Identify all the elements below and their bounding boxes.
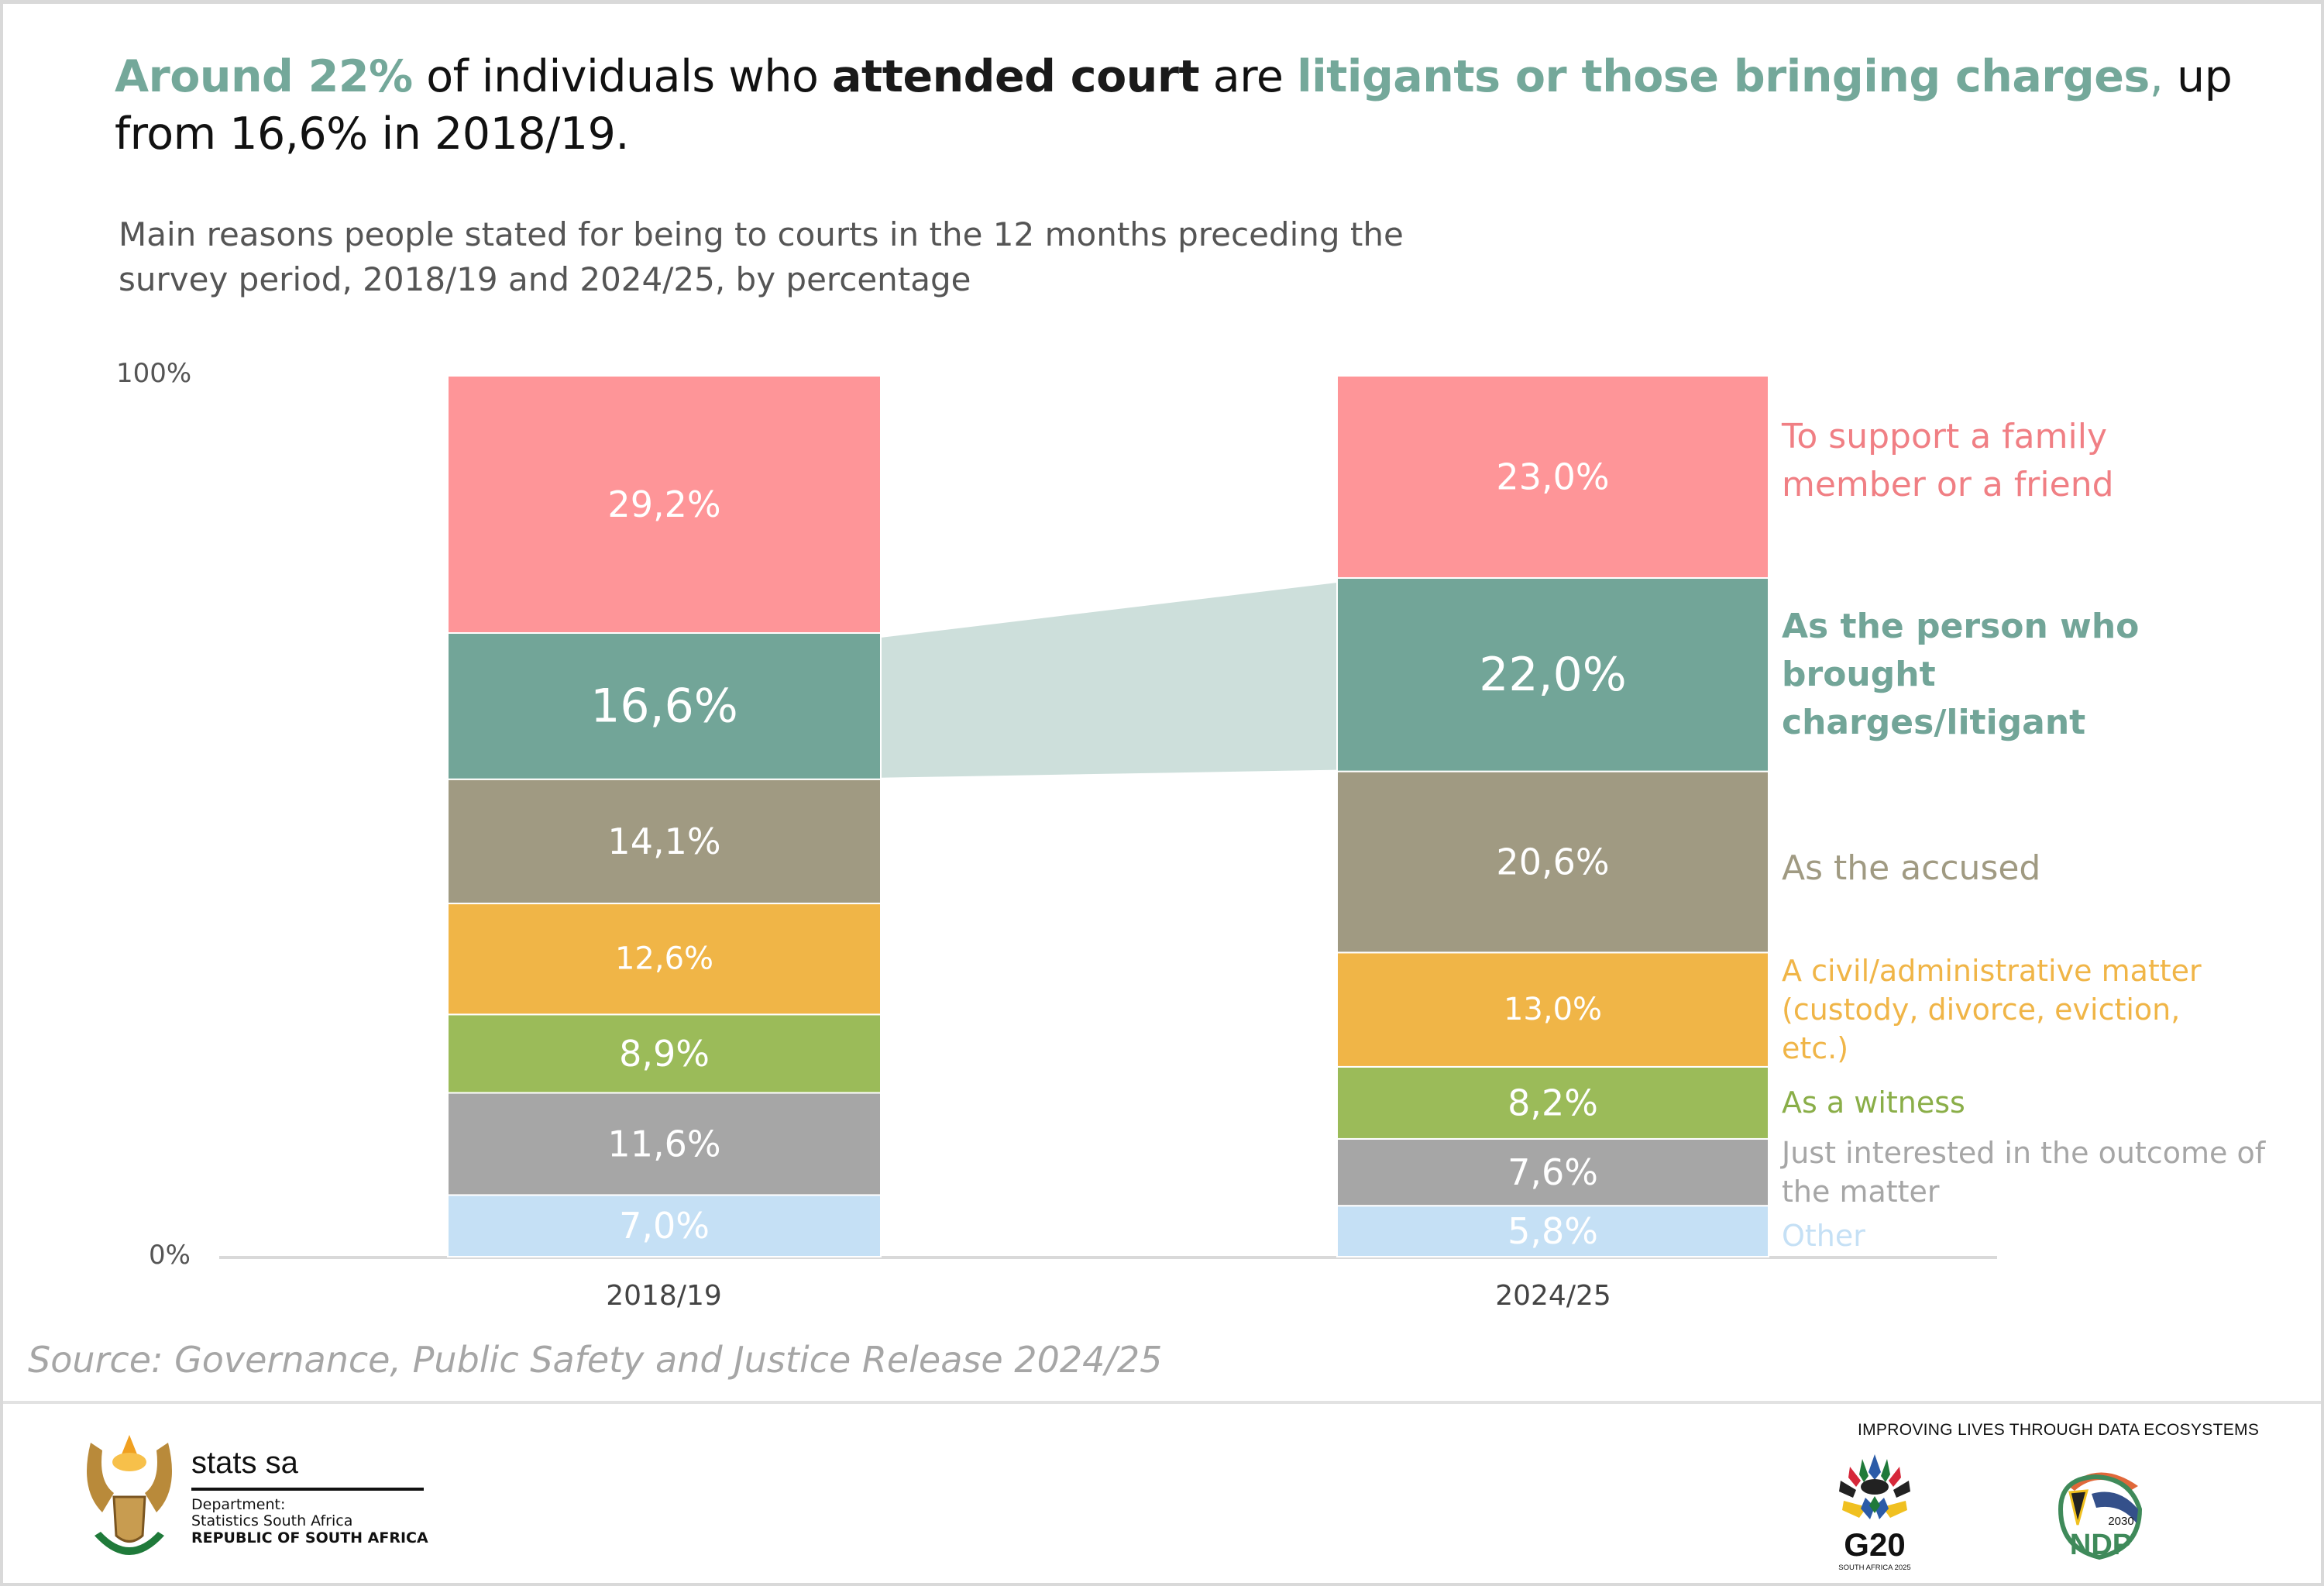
bar-segment-2024-25-as-a-witness	[1336, 1065, 1769, 1140]
dept-line-2: Statistics South Africa	[191, 1512, 353, 1529]
bar-segment-2018-19-as-the-accused	[447, 778, 882, 905]
bar-segment-2024-25-other	[1336, 1205, 1769, 1258]
g20-subtext: SOUTH AFRICA 2025	[1838, 1564, 1910, 1572]
ndp-2030-logo: 2030 NDP	[2053, 1463, 2146, 1564]
x-category-label-2018-19: 2018/19	[606, 1280, 722, 1312]
highlight-connector-band	[881, 582, 1337, 778]
legend-item-as-the-accused: As the accused	[1782, 848, 2041, 888]
data-label-2024-25-to-support-a-family-member-or-a-friend: 23,0%	[1496, 456, 1609, 497]
data-label-2018-19-as-the-person-who-brought-charges-litigant: 16,6%	[590, 679, 738, 733]
coat-of-arms-icon	[87, 1435, 172, 1555]
data-label-2024-25-other: 5,8%	[1508, 1210, 1598, 1252]
bar-segment-2024-25-as-the-person-who-brought-charges-litigant	[1336, 576, 1769, 772]
bar-segment-2024-25-just-interested-in-the-outcome-of-the-matter	[1336, 1137, 1769, 1207]
ndp-text: NDP	[2070, 1529, 2132, 1561]
y-tick-label-0: 0%	[149, 1240, 191, 1271]
footer-divider	[3, 1401, 2321, 1404]
org-name: stats sa	[191, 1446, 298, 1480]
legend-item-just-interested-in-the-outcome-of-the-matter: Just interested in the outcome of the ma…	[1782, 1136, 2266, 1209]
data-label-2024-25-as-the-accused: 20,6%	[1496, 841, 1609, 883]
data-label-2018-19-other: 7,0%	[619, 1205, 710, 1247]
bar-segment-2018-19-to-support-a-family-member-or-a-friend	[447, 375, 882, 635]
legend-item-other: Other	[1782, 1219, 1865, 1254]
g20-protea-icon: G20 SOUTH AFRICA 2025	[1838, 1454, 1911, 1572]
dept-line-1: Department:	[191, 1496, 286, 1513]
data-label-2024-25-as-the-person-who-brought-charges-litigant: 22,0%	[1479, 648, 1627, 702]
country-name: REPUBLIC OF SOUTH AFRICA	[191, 1529, 428, 1546]
stats-sa-logo: stats sa Department: Statistics South Afr…	[56, 1412, 443, 1567]
bar-segment-2024-25-a-civil-administrative-matter-custody-divorce-eviction-etc	[1336, 951, 1769, 1068]
data-label-2024-25-a-civil-administrative-matter-custody-divorce-eviction-etc: 13,0%	[1504, 992, 1602, 1027]
headline-text: are	[1199, 51, 1298, 102]
bar-segment-2018-19-as-a-witness	[447, 1013, 882, 1094]
y-tick-label-100: 100%	[116, 358, 192, 389]
data-label-2018-19-a-civil-administrative-matter-custody-divorce-eviction-etc: 12,6%	[615, 941, 713, 977]
legend-item-as-the-person-who-brought-charges-litigant: As the person who brought charges/litiga…	[1782, 606, 2140, 742]
data-label-2018-19-as-the-accused: 14,1%	[607, 821, 720, 862]
ndp-year: 2030	[2108, 1515, 2133, 1528]
legend-item-a-civil-administrative-matter-custody-divorce-eviction-etc: A civil/administrative matter (custody, …	[1782, 954, 2202, 1066]
headline: Around 22% of individuals who attended c…	[115, 48, 2315, 163]
legend-item-as-a-witness: As a witness	[1782, 1085, 1965, 1120]
ndp-flag-icon: 2030 NDP	[2058, 1472, 2143, 1561]
org-rule	[191, 1488, 424, 1491]
g20-text: G20	[1844, 1526, 1905, 1563]
data-label-2018-19-just-interested-in-the-outcome-of-the-matter: 11,6%	[607, 1123, 720, 1165]
tagline: IMPROVING LIVES THROUGH DATA ECOSYSTEMS	[1858, 1421, 2260, 1439]
data-label-2024-25-as-a-witness: 8,2%	[1508, 1082, 1598, 1123]
bar-segment-2018-19-other	[447, 1194, 882, 1258]
bar-segment-2018-19-as-the-person-who-brought-charges-litigant	[447, 632, 882, 780]
g20-logo: G20 SOUTH AFRICA 2025	[1832, 1449, 1917, 1573]
bar-segment-2018-19-a-civil-administrative-matter-custody-divorce-eviction-etc	[447, 903, 882, 1016]
data-label-2024-25-just-interested-in-the-outcome-of-the-matter: 7,6%	[1508, 1151, 1598, 1193]
legend-item-to-support-a-family-member-or-a-friend: To support a family member or a friend	[1782, 417, 2114, 505]
headline-highlight-percent: Around 22%	[115, 51, 413, 102]
dept-text: Department: Statistics South Africa	[191, 1497, 352, 1529]
headline-highlight-litigants: litigants or those bringing charges	[1297, 51, 2150, 102]
data-label-2018-19-to-support-a-family-member-or-a-friend: 29,2%	[607, 483, 720, 525]
headline-comma: ,	[2149, 51, 2164, 102]
chart-subtitle: Main reasons people stated for being to …	[119, 215, 1404, 298]
headline-text: of individuals who	[412, 51, 832, 102]
data-label-2018-19-as-a-witness: 8,9%	[619, 1033, 710, 1075]
x-category-label-2024-25: 2024/25	[1495, 1280, 1611, 1312]
bar-segment-2018-19-just-interested-in-the-outcome-of-the-matter	[447, 1092, 882, 1196]
headline-emphasis: attended court	[831, 51, 1200, 102]
headline-text: up from 16,6% in 2018/19.	[115, 51, 2233, 160]
source-note: Source: Governance, Public Safety and Ju…	[28, 1339, 1163, 1381]
bar-segment-2024-25-to-support-a-family-member-or-a-friend	[1336, 375, 1769, 579]
